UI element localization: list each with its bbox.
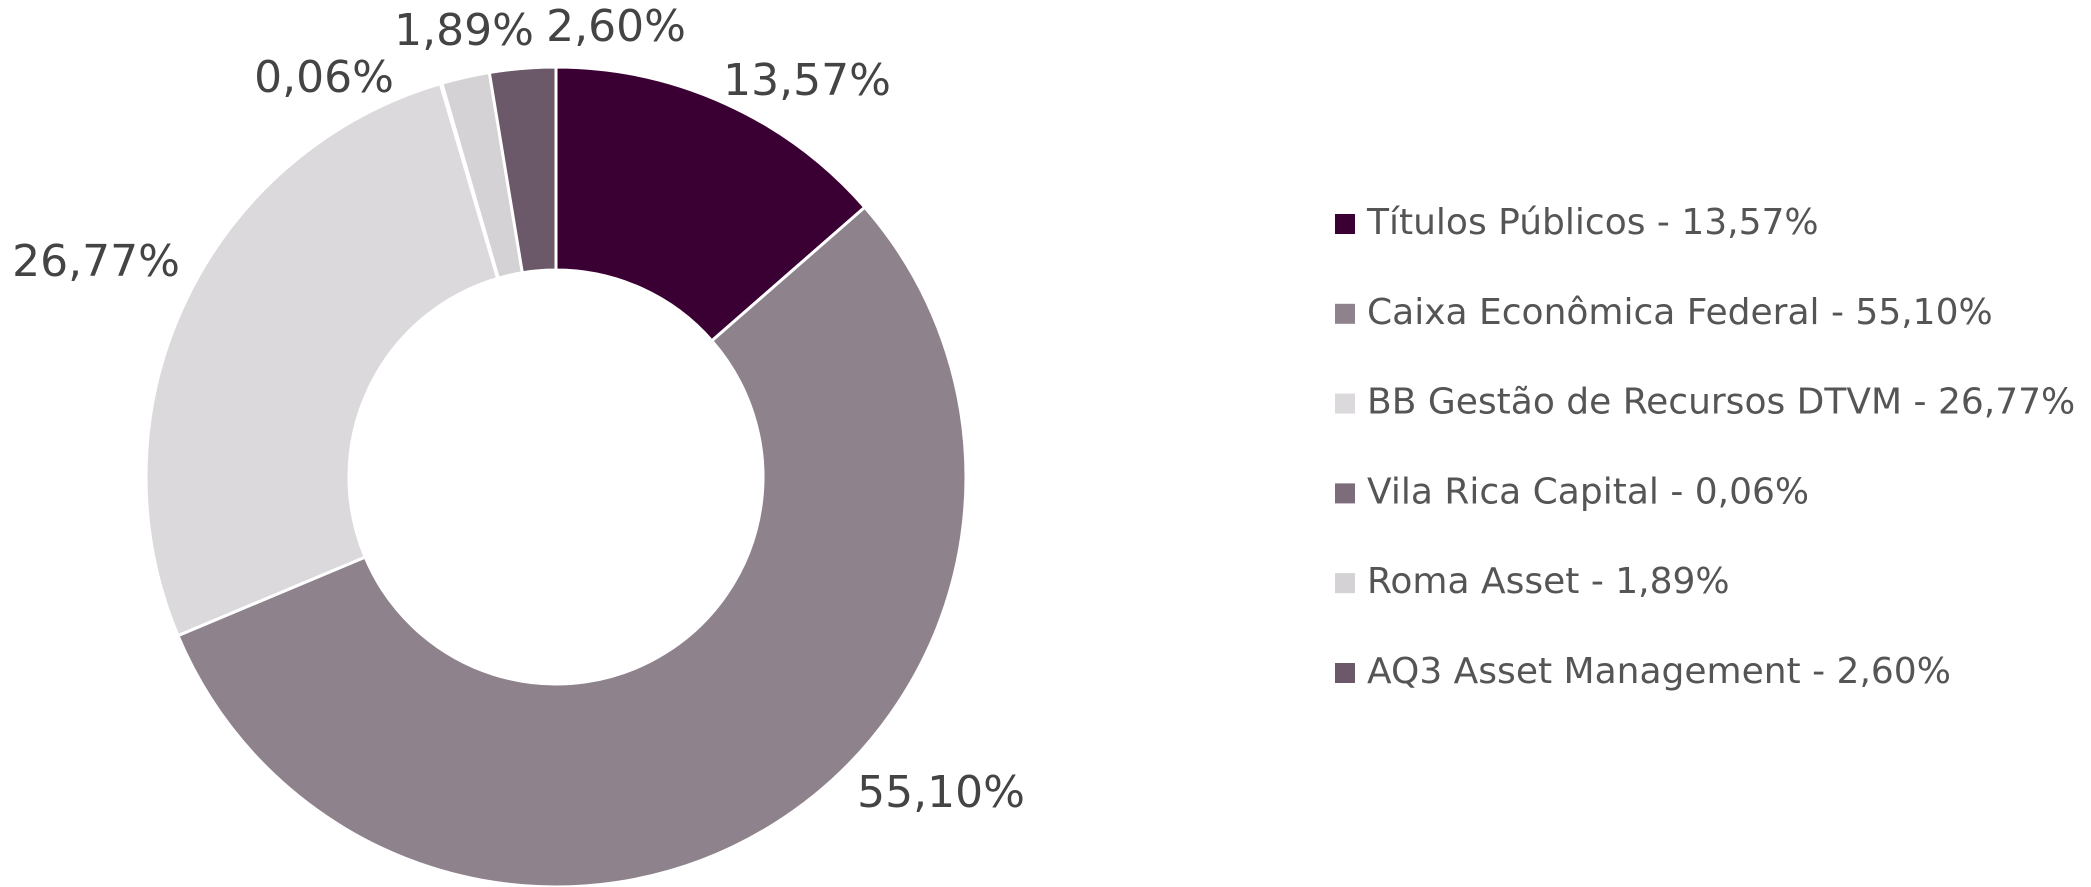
legend-swatch <box>1335 393 1355 414</box>
slice <box>144 81 500 638</box>
legend-label: Títulos Públicos - 13,57% <box>1366 202 1819 243</box>
value-label: 26,77% <box>12 236 180 287</box>
legend-swatch <box>1335 303 1355 324</box>
slice <box>554 65 867 343</box>
legend-swatch <box>1335 663 1355 683</box>
legend-swatch <box>1335 483 1355 504</box>
value-label: 1,89% <box>394 5 534 56</box>
legend-label: AQ3 Asset Management - 2,60% <box>1367 651 1951 692</box>
value-label: 13,57% <box>723 55 891 106</box>
legend-label: Caixa Econômica Federal - 55,10% <box>1367 292 1993 333</box>
legend-swatch <box>1335 214 1355 234</box>
value-label: 2,60% <box>546 1 686 52</box>
value-label: 55,10% <box>857 767 1025 818</box>
slice <box>487 65 558 275</box>
legend-swatch <box>1335 573 1355 594</box>
value-label: 0,06% <box>254 52 394 103</box>
legend-label: Vila Rica Capital - 0,06% <box>1367 471 1809 512</box>
legend-label: Roma Asset - 1,89% <box>1367 561 1730 602</box>
legend-label: BB Gestão de Recursos DTVM - 26,77% <box>1367 382 2075 423</box>
slice <box>175 205 968 887</box>
